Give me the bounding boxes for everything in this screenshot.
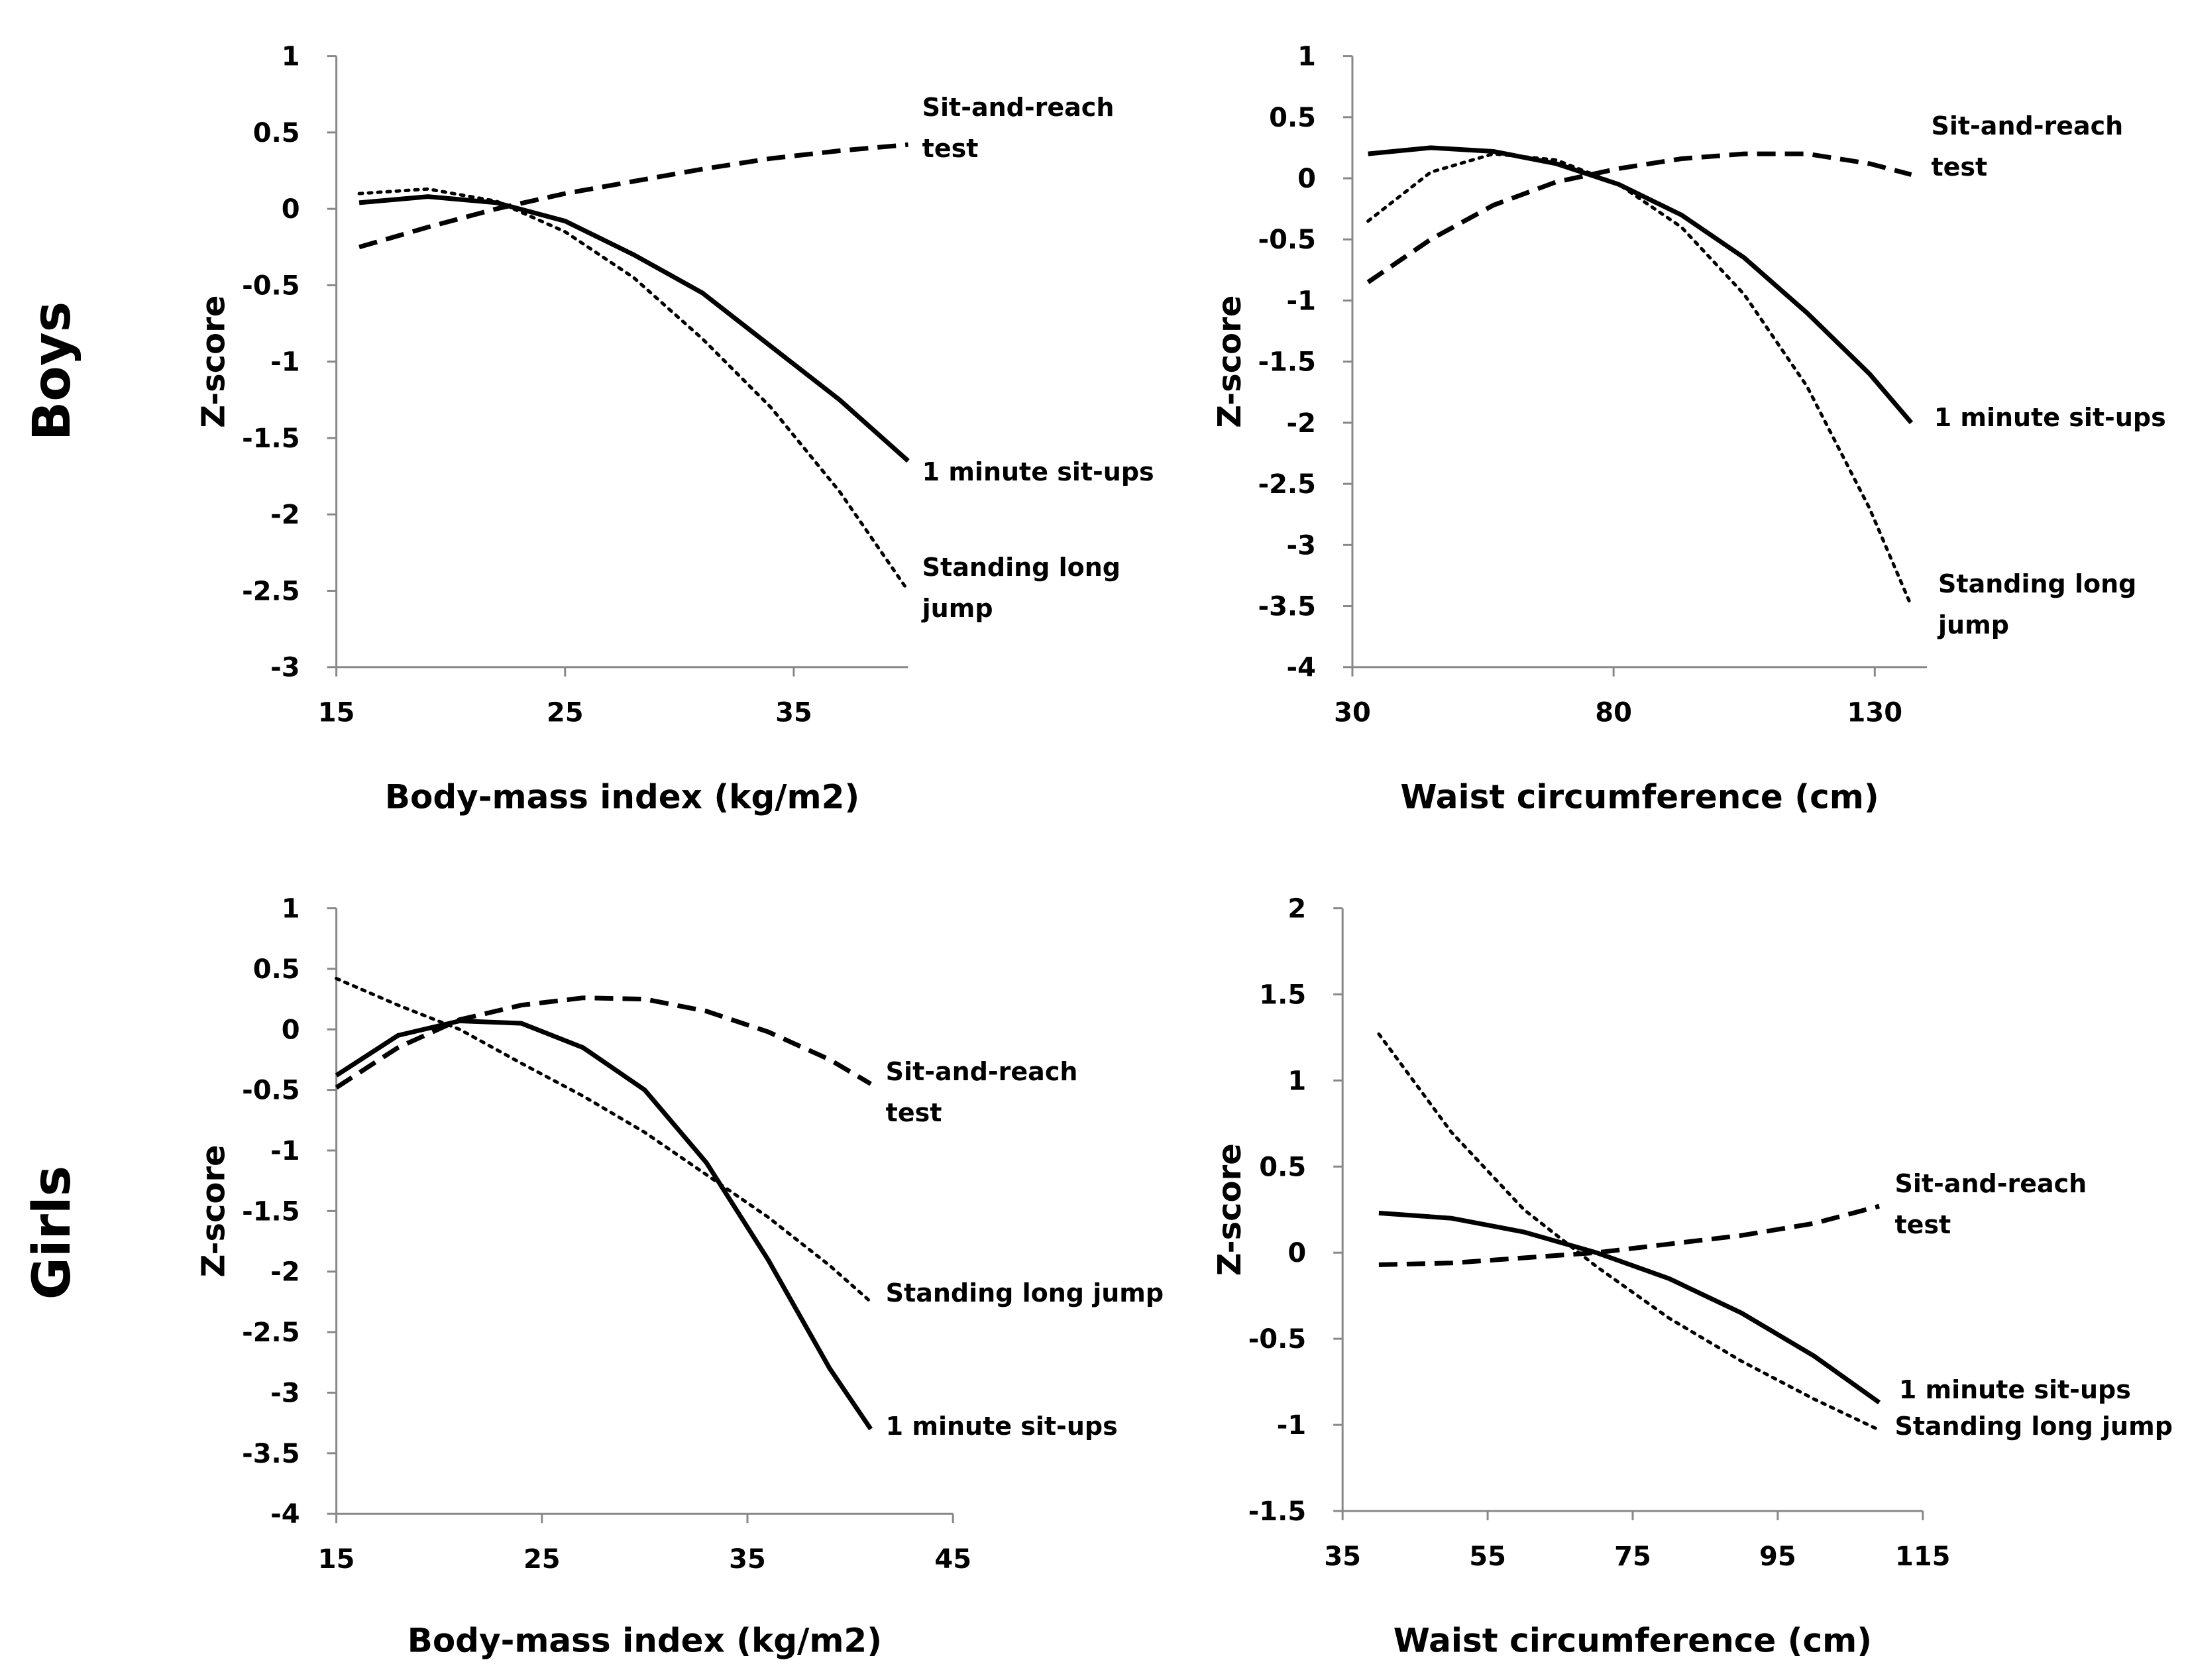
y-tick-label: -1 — [270, 347, 300, 378]
x-tick-label: 75 — [1614, 1541, 1651, 1572]
series-label: Standing long jump — [1938, 569, 2137, 640]
data-line — [335, 977, 873, 1304]
y-tick-label: -3 — [270, 1378, 300, 1408]
series-label: Sit-and-reach test — [1894, 1169, 2087, 1240]
y-tick-label: -0.5 — [1248, 1324, 1306, 1355]
data-line — [1366, 152, 1913, 608]
y-tick-label: 0.5 — [1269, 103, 1316, 133]
series-label: Standing long jump — [885, 1278, 1164, 1308]
x-tick-label: 15 — [318, 698, 355, 728]
data-line — [335, 995, 872, 1090]
y-tick-label: -2 — [270, 1257, 300, 1288]
x-tick-label: 25 — [547, 698, 584, 728]
y-axis-title: Z-score — [1211, 1143, 1248, 1276]
series-label: Sit-and-reach test — [885, 1057, 1078, 1128]
y-tick-label: -2 — [1287, 408, 1316, 439]
series-label: 1 minute sit-ups — [885, 1412, 1118, 1441]
y-tick-label: -1 — [1277, 1410, 1306, 1441]
y-tick-label: -3 — [1287, 530, 1316, 561]
data-line — [1378, 1210, 1881, 1405]
data-line — [1378, 1204, 1880, 1267]
y-tick-label: -1.5 — [1258, 347, 1316, 378]
y-tick-label: 1 — [282, 42, 300, 72]
data-line — [358, 194, 910, 463]
series-label: Sit-and-reach test — [922, 93, 1115, 164]
x-axis-title: Body-mass index (kg/m2) — [408, 1622, 882, 1660]
data-line — [358, 142, 908, 250]
y-tick-label: -2.5 — [1258, 469, 1316, 500]
y-axis-title: Z-score — [195, 296, 232, 428]
series-label: Standing long jump — [1894, 1412, 2173, 1441]
y-tick-label: -3.5 — [1258, 592, 1316, 622]
y-tick-label: 1 — [1287, 1066, 1306, 1096]
x-tick-label: 115 — [1895, 1541, 1951, 1572]
x-tick-label: 30 — [1334, 698, 1371, 728]
y-tick-label: -2.5 — [242, 1317, 300, 1348]
x-tick-label: 55 — [1469, 1541, 1506, 1572]
x-tick-label: 80 — [1595, 698, 1632, 728]
x-tick-label: 35 — [729, 1544, 766, 1575]
row-label: Girls — [23, 1166, 82, 1300]
y-tick-label: -2 — [270, 500, 300, 530]
y-tick-label: 2 — [1287, 894, 1306, 924]
x-axis-title: Body-mass index (kg/m2) — [385, 777, 859, 816]
x-tick-label: 130 — [1847, 698, 1903, 728]
y-tick-label: 0 — [282, 1015, 300, 1045]
y-tick-label: 1 — [1297, 42, 1316, 72]
y-tick-label: 1.5 — [1259, 980, 1306, 1010]
y-tick-label: -4 — [1287, 653, 1316, 683]
y-tick-label: -1.5 — [1248, 1496, 1306, 1527]
y-tick-label: -0.5 — [242, 1076, 300, 1106]
series-label: 1 minute sit-ups — [922, 457, 1154, 487]
y-tick-label: 1 — [282, 894, 300, 924]
x-tick-label: 35 — [775, 698, 812, 728]
y-tick-label: -0.5 — [242, 270, 300, 301]
series-label: 1 minute sit-ups — [1898, 1375, 2131, 1405]
data-line — [1368, 145, 1914, 425]
y-axis-title: Z-score — [195, 1145, 232, 1277]
y-tick-label: 0.5 — [253, 954, 300, 985]
y-tick-label: 0 — [1297, 164, 1316, 194]
data-line — [1377, 1032, 1881, 1432]
y-tick-label: -1 — [270, 1136, 300, 1166]
y-tick-label: -3 — [270, 653, 300, 683]
row-label: Boys — [23, 302, 82, 441]
series-label: Sit-and-reach test — [1931, 111, 2124, 182]
x-axis-title: Waist circumference (cm) — [1394, 1622, 1872, 1660]
x-axis-title: Waist circumference (cm) — [1400, 777, 1879, 816]
data-line — [335, 1018, 873, 1431]
y-tick-label: -0.5 — [1258, 225, 1316, 255]
y-tick-label: 0.5 — [1259, 1152, 1306, 1182]
series-label: 1 minute sit-ups — [1934, 402, 2166, 432]
y-tick-label: -2.5 — [242, 576, 300, 606]
y-tick-label: 0.5 — [253, 118, 300, 148]
x-tick-label: 45 — [934, 1544, 971, 1575]
y-tick-label: -1.5 — [242, 1196, 300, 1227]
y-tick-label: -1 — [1287, 286, 1316, 316]
series-label: Standing long jump — [922, 552, 1120, 623]
x-tick-label: 35 — [1324, 1541, 1361, 1572]
y-tick-label: 0 — [282, 194, 300, 225]
data-line — [357, 187, 910, 592]
x-tick-label: 95 — [1759, 1541, 1796, 1572]
data-line — [1366, 151, 1912, 284]
y-axis-title: Z-score — [1211, 296, 1248, 428]
y-tick-label: -1.5 — [242, 423, 300, 454]
x-tick-label: 25 — [523, 1544, 561, 1575]
y-tick-label: -3.5 — [242, 1439, 300, 1469]
y-tick-label: -4 — [270, 1499, 300, 1530]
y-tick-label: 0 — [1287, 1238, 1306, 1268]
x-tick-label: 15 — [318, 1544, 355, 1575]
